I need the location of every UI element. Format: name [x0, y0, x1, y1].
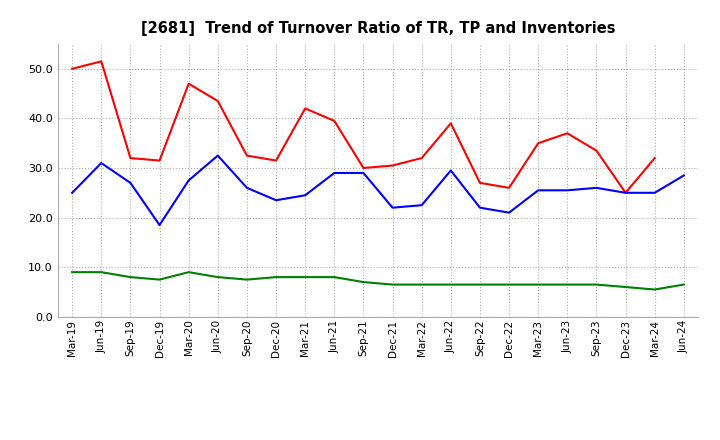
Inventories: [68, 270, 76, 275]
Trade Payables: [97, 161, 106, 166]
Trade Receivables: [476, 180, 485, 186]
Inventories: [213, 275, 222, 280]
Trade Payables: [621, 190, 630, 195]
Inventories: [534, 282, 543, 287]
Trade Payables: [156, 222, 164, 227]
Inventories: [592, 282, 600, 287]
Trade Receivables: [184, 81, 193, 86]
Trade Payables: [213, 153, 222, 158]
Trade Payables: [680, 173, 688, 178]
Trade Payables: [505, 210, 513, 215]
Trade Receivables: [621, 190, 630, 195]
Line: Trade Payables: Trade Payables: [72, 156, 684, 225]
Line: Inventories: Inventories: [72, 272, 684, 290]
Trade Payables: [650, 190, 659, 195]
Trade Receivables: [563, 131, 572, 136]
Trade Receivables: [650, 155, 659, 161]
Inventories: [301, 275, 310, 280]
Inventories: [476, 282, 485, 287]
Line: Trade Receivables: Trade Receivables: [72, 61, 654, 193]
Trade Receivables: [505, 185, 513, 191]
Trade Receivables: [126, 155, 135, 161]
Inventories: [243, 277, 251, 282]
Trade Receivables: [156, 158, 164, 163]
Trade Receivables: [68, 66, 76, 71]
Trade Payables: [388, 205, 397, 210]
Inventories: [418, 282, 426, 287]
Trade Receivables: [446, 121, 455, 126]
Inventories: [156, 277, 164, 282]
Trade Receivables: [243, 153, 251, 158]
Inventories: [330, 275, 338, 280]
Trade Receivables: [97, 59, 106, 64]
Trade Payables: [126, 180, 135, 186]
Inventories: [388, 282, 397, 287]
Inventories: [621, 284, 630, 290]
Legend: Trade Receivables, Trade Payables, Inventories: Trade Receivables, Trade Payables, Inven…: [148, 438, 608, 440]
Inventories: [446, 282, 455, 287]
Inventories: [184, 270, 193, 275]
Trade Receivables: [388, 163, 397, 168]
Trade Payables: [563, 188, 572, 193]
Trade Payables: [476, 205, 485, 210]
Trade Receivables: [271, 158, 280, 163]
Trade Payables: [359, 170, 368, 176]
Trade Receivables: [330, 118, 338, 124]
Inventories: [271, 275, 280, 280]
Trade Payables: [243, 185, 251, 191]
Inventories: [97, 270, 106, 275]
Trade Payables: [330, 170, 338, 176]
Trade Receivables: [359, 165, 368, 171]
Trade Payables: [446, 168, 455, 173]
Trade Receivables: [534, 140, 543, 146]
Trade Receivables: [213, 99, 222, 104]
Trade Payables: [184, 178, 193, 183]
Inventories: [563, 282, 572, 287]
Inventories: [126, 275, 135, 280]
Inventories: [505, 282, 513, 287]
Trade Payables: [271, 198, 280, 203]
Trade Payables: [68, 190, 76, 195]
Trade Payables: [301, 193, 310, 198]
Trade Payables: [592, 185, 600, 191]
Trade Payables: [418, 202, 426, 208]
Title: [2681]  Trend of Turnover Ratio of TR, TP and Inventories: [2681] Trend of Turnover Ratio of TR, TP…: [140, 21, 616, 36]
Trade Payables: [534, 188, 543, 193]
Inventories: [650, 287, 659, 292]
Trade Receivables: [418, 155, 426, 161]
Inventories: [680, 282, 688, 287]
Trade Receivables: [301, 106, 310, 111]
Inventories: [359, 279, 368, 285]
Trade Receivables: [592, 148, 600, 153]
